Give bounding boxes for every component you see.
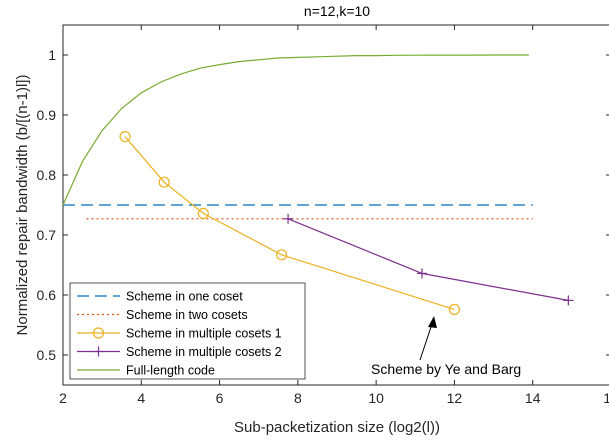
annotation-arrow-line (419, 320, 434, 361)
legend-label-0: Scheme in one coset (126, 290, 243, 304)
y-tick-label: 1 (48, 47, 56, 63)
series-2-point-2 (197, 207, 209, 219)
legend-marker-2 (92, 327, 105, 339)
y-tick-label: 0.6 (37, 287, 57, 303)
y-tick-label: 0.8 (37, 167, 57, 183)
y-axis-title: Normalized repair bandwidth (b/[(n-1)l]) (14, 75, 31, 336)
x-tick-label: 14 (525, 390, 541, 406)
y-tick-label: 0.9 (37, 107, 57, 123)
x-tick-label: 8 (294, 390, 302, 406)
legend-entries: Scheme in one coset Scheme in two cosets S… (77, 290, 282, 378)
x-tick-label: 16 (603, 390, 609, 406)
legend-label-1: Scheme in two cosets (126, 308, 248, 322)
series-3-point-2 (563, 295, 574, 306)
legend: Scheme in one coset Scheme in two cosets S… (69, 282, 306, 380)
chart-title: n=12,k=10 (304, 3, 370, 19)
legend-label-4: Full-length code (126, 364, 215, 378)
legend-box (69, 282, 306, 380)
series-2-point-3 (276, 249, 288, 261)
x-axis-title: Sub-packetization size (log2(l)) (234, 419, 440, 436)
series-2-point-0 (119, 131, 131, 143)
legend-marker-3 (93, 346, 104, 357)
x-tick-label: 2 (59, 390, 67, 406)
series-2-point-1 (158, 176, 170, 188)
x-tick-label: 12 (447, 390, 463, 406)
tick-layer: 2 4 6 8 10 12 14 16 0.5 0.6 0.7 0.8 0.9 1 (37, 25, 609, 406)
series-3-point-1 (416, 268, 427, 279)
y-tick-label: 0.7 (37, 227, 57, 243)
series-line-4 (62, 54, 529, 206)
series-layer (62, 54, 574, 315)
series-3-point-0 (283, 213, 294, 224)
annotation: Scheme by Ye and Barg (371, 316, 521, 377)
annotation-arrow-head (428, 316, 437, 328)
annotation-text: Scheme by Ye and Barg (371, 361, 521, 377)
series-2-point-4 (448, 303, 461, 315)
series-line-2 (124, 136, 455, 310)
x-tick-label: 4 (137, 390, 145, 406)
legend-label-2: Scheme in multiple cosets 1 (126, 327, 282, 341)
x-tick-label: 6 (216, 390, 224, 406)
legend-label-3: Scheme in multiple cosets 2 (126, 345, 282, 359)
x-tick-label: 10 (368, 390, 384, 406)
y-tick-label: 0.5 (37, 347, 57, 363)
